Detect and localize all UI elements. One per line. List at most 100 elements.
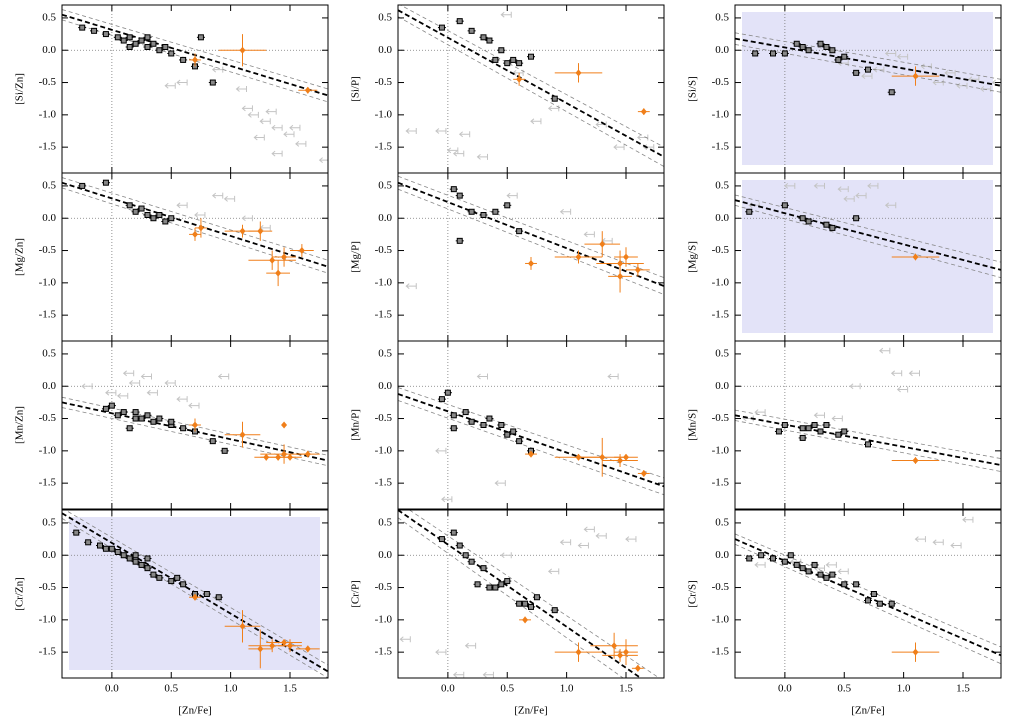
plot-area [735, 516, 1001, 665]
y-tick-label: 0.0 [715, 380, 729, 392]
data-point [156, 47, 163, 54]
y-tick-label: -1.5 [39, 646, 57, 658]
y-tick-label: 0.0 [42, 212, 56, 224]
y-tick-label: -1.5 [375, 141, 393, 153]
data-point [876, 600, 883, 607]
data-point [474, 581, 481, 588]
confidence-band [735, 543, 1001, 665]
data-point [102, 405, 109, 412]
panel: 0.5 0.0 -0.5 -1.0 -1.5 [Mg/P] [350, 172, 665, 342]
upper-limit-arrow [914, 536, 926, 543]
upper-limit-arrow [530, 118, 542, 125]
data-point [516, 600, 523, 607]
upper-limit-arrow [265, 108, 277, 115]
data-point [829, 571, 836, 578]
data-point [522, 600, 529, 607]
y-tick-label: 0.5 [378, 11, 392, 23]
y-tick-label: -0.5 [712, 76, 730, 88]
x-tick-label: 0.0 [778, 683, 792, 695]
y-tick-label: -0.5 [712, 244, 730, 256]
data-point [817, 571, 824, 578]
data-point [138, 561, 145, 568]
upper-limit-arrow [932, 539, 944, 546]
data-point [144, 212, 151, 218]
data-point [144, 555, 151, 562]
data-point [799, 44, 806, 50]
data-point [132, 552, 139, 559]
axes-frame [61, 340, 329, 510]
upper-limit-arrow [140, 373, 152, 380]
upper-limit-arrow [116, 392, 129, 399]
upper-limit-arrow [241, 215, 253, 222]
upper-limit-arrow [223, 195, 236, 202]
data-point [156, 574, 163, 581]
data-point [114, 412, 121, 419]
y-tick-label: 0.5 [715, 516, 729, 528]
y-tick-label: 0.5 [715, 11, 729, 23]
plot-area [735, 32, 1001, 96]
upper-limit-arrow [884, 50, 897, 57]
x-tick-label: 0.5 [164, 683, 178, 695]
y-tick-label: 0.5 [42, 516, 56, 528]
y-tick-label: 0.5 [715, 347, 729, 359]
confidence-band [398, 175, 664, 279]
y-tick-label: 0.0 [42, 380, 56, 392]
upper-limit-arrow [271, 124, 283, 131]
upper-limit-arrow [754, 409, 766, 416]
x-tick-label: 0.0 [105, 683, 119, 695]
panel: 0.5 0.0 -0.5 -1.0 -1.5 [Mn/S] [687, 340, 1002, 510]
upper-limit-arrow [583, 526, 595, 533]
upper-limit-arrow [188, 402, 200, 409]
y-tick-label: 0.0 [715, 549, 729, 561]
upper-limit-arrow [295, 140, 307, 147]
data-point [108, 545, 115, 552]
upper-limit-arrow [962, 516, 974, 523]
upper-limit-arrow [559, 208, 572, 215]
upper-limit-arrow [253, 134, 265, 141]
data-point [287, 453, 293, 461]
upper-limit-arrow [211, 192, 224, 199]
data-point [817, 428, 824, 435]
data-point [498, 47, 505, 54]
upper-limit-arrow [447, 147, 459, 154]
upper-limit-arrow [855, 192, 867, 199]
data-point [462, 409, 469, 416]
upper-limit-arrow [247, 111, 259, 118]
data-point [144, 412, 151, 419]
y-tick-label: -1.5 [39, 141, 57, 153]
y-tick-label: -1.0 [39, 276, 57, 288]
upper-limit-arrow [146, 389, 158, 396]
fit-line [398, 9, 664, 158]
x-tick-label: 1.0 [224, 683, 238, 695]
data-point [746, 555, 753, 562]
y-axis-label: [Mg/Zn] [14, 238, 26, 276]
data-point [138, 205, 145, 212]
y-tick-label: -0.5 [39, 76, 57, 88]
upper-limit-arrow [476, 373, 488, 380]
data-point [132, 558, 139, 565]
panel: 0.5 0.0 -0.5 -1.0 -1.5 [Si/P] [350, 4, 665, 174]
data-point [144, 34, 151, 41]
data-point [150, 40, 157, 47]
data-point [257, 227, 264, 235]
confidence-band [398, 188, 664, 295]
data-point [468, 418, 475, 425]
upper-limit-arrow [241, 105, 253, 112]
y-tick-label: -1.0 [712, 613, 730, 625]
data-point [793, 561, 800, 568]
data-point [150, 215, 157, 222]
data-point [287, 642, 293, 650]
upper-limit-arrow [164, 82, 176, 89]
data-point [79, 24, 86, 31]
upper-limit-arrow [122, 370, 135, 377]
data-point [853, 215, 860, 222]
confidence-band [64, 510, 328, 666]
data-point [528, 53, 534, 60]
data-point [168, 50, 175, 57]
fit-line [735, 37, 1001, 87]
data-point [156, 212, 163, 218]
data-point [504, 431, 511, 438]
y-tick-label: -1.0 [712, 444, 730, 456]
upper-limit-arrow [896, 386, 909, 393]
data-point [132, 415, 139, 422]
